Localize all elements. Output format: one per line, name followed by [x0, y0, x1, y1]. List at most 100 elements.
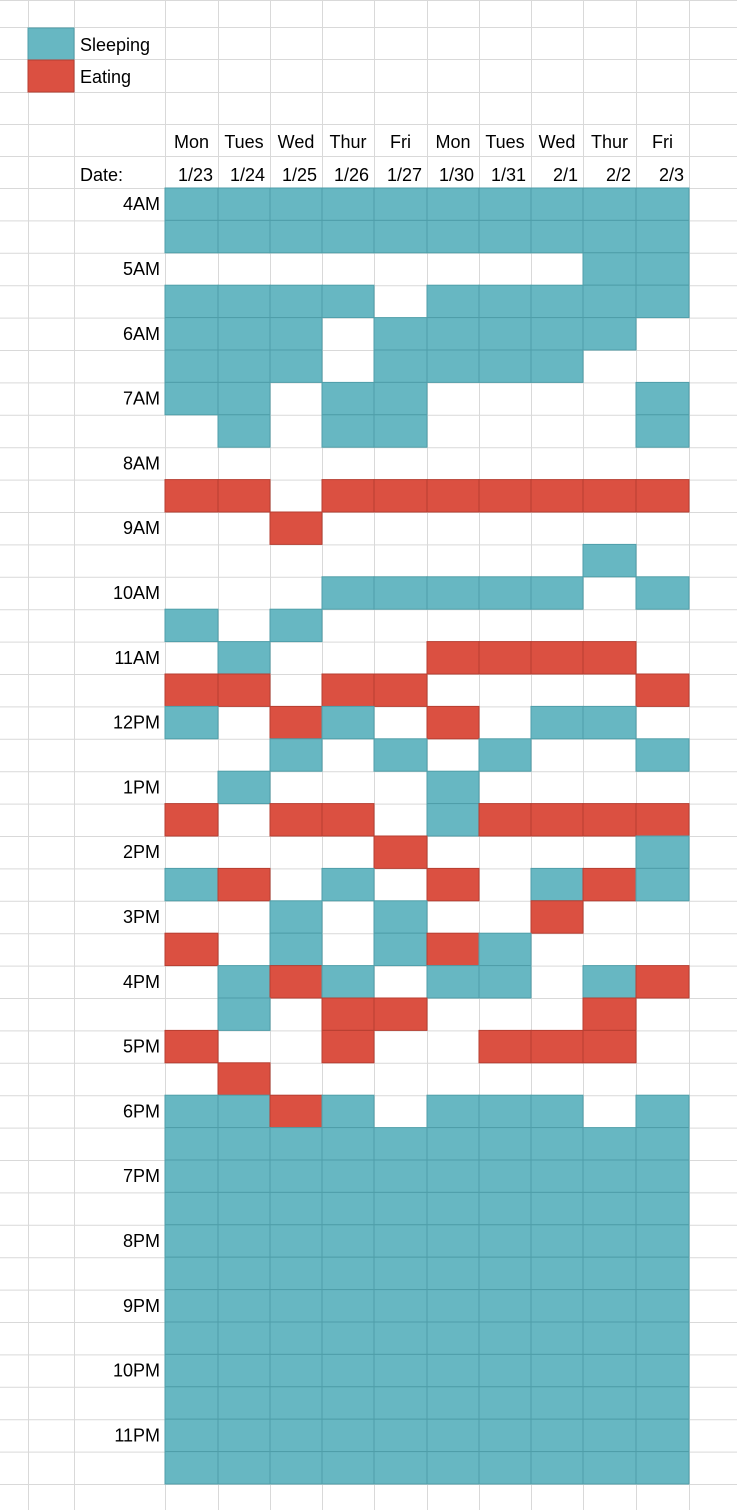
sleeping-cell [530, 1451, 584, 1485]
eating-cell [478, 803, 532, 837]
sleeping-cell [530, 187, 584, 221]
time-label: 4PM [123, 972, 160, 992]
sleeping-cell [426, 1451, 480, 1485]
sleeping-cell [635, 187, 690, 221]
sleeping-cell [478, 1353, 532, 1388]
sleeping-cell [478, 219, 532, 254]
sleeping-cell [321, 1386, 375, 1420]
date-label: 1/23 [178, 165, 213, 185]
sleeping-cell [478, 284, 532, 319]
sleeping-cell [164, 1159, 219, 1193]
sleeping-cell [164, 867, 219, 902]
sleeping-cell [373, 932, 428, 967]
date-label: 1/25 [282, 165, 317, 185]
sleeping-cell [478, 349, 532, 383]
sleeping-cell [269, 349, 323, 383]
sleeping-cell [478, 1451, 532, 1485]
sleeping-cell [373, 414, 428, 448]
sleeping-cell [478, 1224, 532, 1258]
sleeping-cell [582, 284, 637, 319]
sleeping-cell [269, 900, 323, 934]
sleeping-cell [582, 1127, 637, 1161]
eating-cell [426, 932, 480, 967]
eating-cell [530, 641, 584, 675]
sleeping-cell [582, 705, 637, 740]
sleeping-cell [217, 1321, 271, 1355]
eating-cell [530, 1029, 584, 1064]
sleeping-cell [164, 1224, 219, 1258]
time-label: 11PM [114, 1425, 160, 1445]
sleeping-cell [164, 1353, 219, 1388]
sleeping-cell [582, 1159, 637, 1193]
sleeping-cell [530, 1256, 584, 1291]
day-label: Wed [539, 132, 576, 152]
sleeping-cell [321, 381, 375, 416]
sleeping-cell [217, 187, 271, 221]
sleeping-cell [321, 284, 375, 319]
sleeping-cell [269, 1353, 323, 1388]
sleeping-cell [635, 414, 690, 448]
eating-cell [321, 1029, 375, 1064]
time-label: 8AM [123, 453, 160, 473]
sleeping-cell [321, 414, 375, 448]
sleeping-cell [582, 219, 637, 254]
day-header: Mon Tues Wed Thur Fri Mon Tues Wed Thur Fri [174, 132, 673, 152]
sleeping-cell [217, 1289, 271, 1323]
sleeping-cell [426, 1127, 480, 1161]
sleeping-cell [321, 705, 375, 740]
day-label: Mon [435, 132, 470, 152]
sleeping-cell [426, 770, 480, 805]
sleeping-cell [373, 317, 428, 351]
eating-cell [217, 673, 271, 707]
sleeping-cell [164, 1321, 219, 1355]
eating-cell [373, 673, 428, 707]
sleeping-cell [373, 1127, 428, 1161]
sleeping-cell [373, 900, 428, 934]
sleeping-cell [217, 1418, 271, 1453]
sleeping-cell [478, 1418, 532, 1453]
eating-cell [635, 673, 690, 707]
sleeping-cell [635, 252, 690, 286]
eating-cell [478, 641, 532, 675]
eating-cell [321, 803, 375, 837]
sleeping-cell [373, 1289, 428, 1323]
sleeping-cell [530, 317, 584, 351]
sleeping-cell [426, 1224, 480, 1258]
time-label: 7AM [123, 389, 160, 409]
eating-cell [321, 673, 375, 707]
eating-cell [373, 997, 428, 1031]
sleeping-cell [426, 284, 480, 319]
sleeping-cell [478, 187, 532, 221]
sleeping-cell [321, 1094, 375, 1129]
sleeping-cell [530, 576, 584, 610]
day-label: Mon [174, 132, 209, 152]
sleeping-cell [164, 705, 219, 740]
legend-swatch-eating [27, 59, 75, 93]
sleeping-cell [426, 1256, 480, 1291]
sleeping-cell [426, 965, 480, 999]
sleeping-cell [530, 1191, 584, 1226]
sleeping-cell [217, 1191, 271, 1226]
time-label: 8PM [123, 1231, 160, 1251]
sleeping-cell [582, 543, 637, 578]
sleeping-cell [373, 576, 428, 610]
eating-cell [582, 1029, 637, 1064]
sleeping-cell [582, 1224, 637, 1258]
sleeping-cell [635, 1094, 690, 1129]
sleeping-cell [426, 1094, 480, 1129]
sleeping-cell [530, 284, 584, 319]
sleeping-cell [582, 252, 637, 286]
sleeping-cell [426, 317, 480, 351]
legend-swatch-sleeping [27, 27, 75, 61]
sleeping-cell [582, 1451, 637, 1485]
sleeping-cell [478, 1256, 532, 1291]
sleeping-cell [164, 187, 219, 221]
sleeping-cell [269, 1321, 323, 1355]
sleeping-cell [373, 381, 428, 416]
time-label: 9PM [123, 1296, 160, 1316]
sleeping-cell [217, 1159, 271, 1193]
sleeping-cell [635, 576, 690, 610]
sleeping-cell [478, 932, 532, 967]
sleeping-cell [426, 349, 480, 383]
time-label: 4AM [123, 194, 160, 214]
